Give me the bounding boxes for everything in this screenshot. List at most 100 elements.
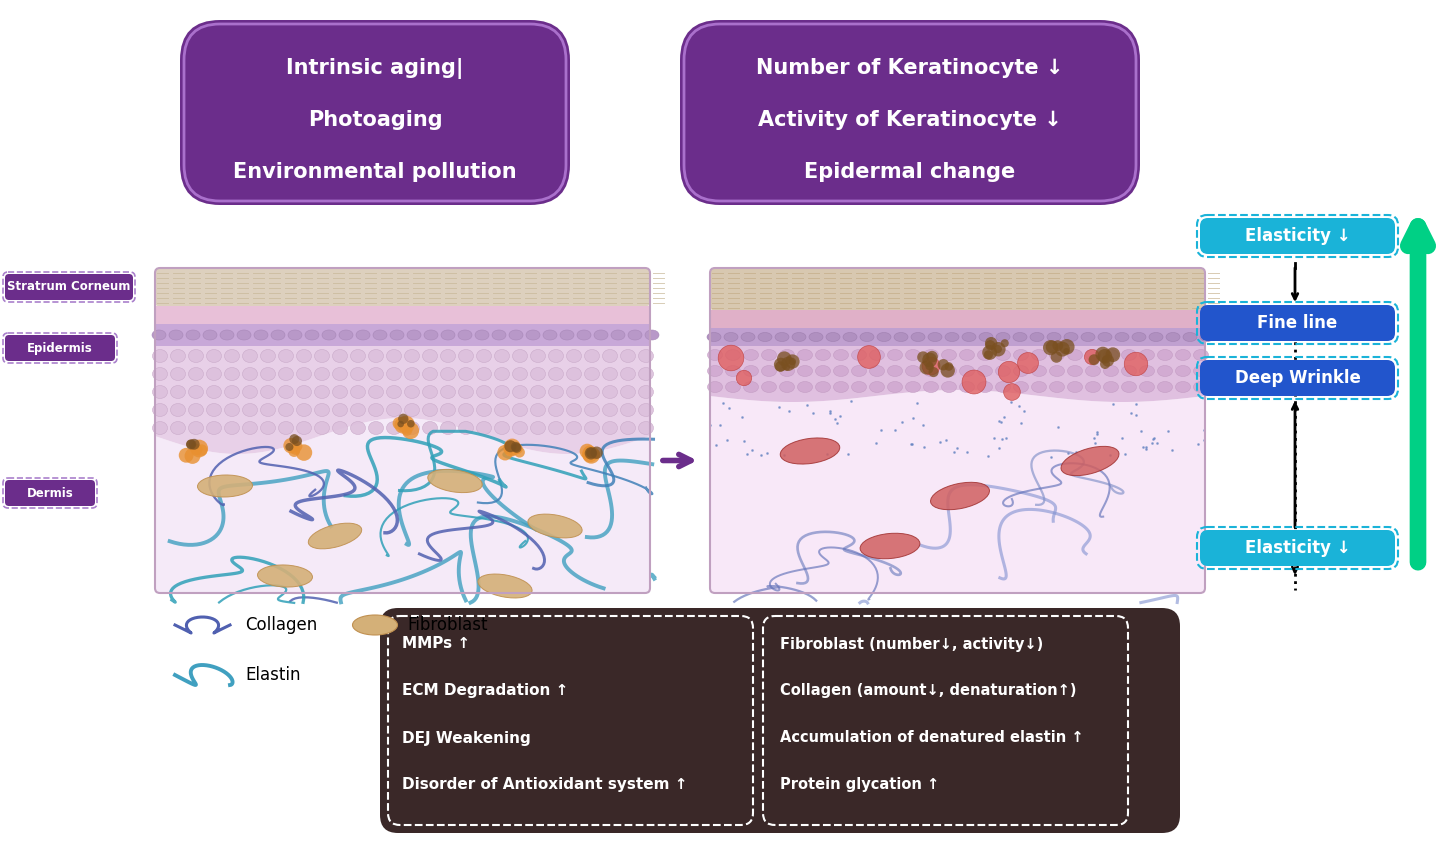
- Circle shape: [1043, 340, 1058, 355]
- Text: Photoaging: Photoaging: [307, 110, 442, 130]
- Ellipse shape: [422, 367, 438, 381]
- Ellipse shape: [1149, 332, 1163, 342]
- Ellipse shape: [350, 349, 366, 362]
- Ellipse shape: [708, 366, 722, 377]
- Ellipse shape: [577, 330, 592, 340]
- Ellipse shape: [761, 366, 777, 377]
- Ellipse shape: [797, 382, 813, 393]
- Ellipse shape: [260, 404, 276, 416]
- Circle shape: [504, 440, 517, 452]
- Ellipse shape: [1047, 332, 1061, 342]
- Circle shape: [178, 448, 194, 462]
- Ellipse shape: [1050, 366, 1064, 377]
- Ellipse shape: [816, 349, 830, 360]
- Ellipse shape: [279, 349, 293, 362]
- Ellipse shape: [171, 349, 185, 362]
- Circle shape: [1053, 340, 1063, 351]
- Circle shape: [922, 357, 941, 375]
- Ellipse shape: [309, 523, 362, 549]
- FancyBboxPatch shape: [4, 480, 95, 506]
- Text: Accumulation of denatured elastin ↑: Accumulation of denatured elastin ↑: [780, 730, 1084, 745]
- Ellipse shape: [530, 386, 546, 399]
- Ellipse shape: [1132, 332, 1146, 342]
- Ellipse shape: [1061, 446, 1119, 476]
- Ellipse shape: [1081, 332, 1096, 342]
- Ellipse shape: [1064, 332, 1078, 342]
- Ellipse shape: [833, 382, 849, 393]
- Ellipse shape: [1014, 366, 1028, 377]
- Ellipse shape: [513, 422, 527, 434]
- Circle shape: [292, 436, 302, 446]
- Ellipse shape: [1086, 366, 1100, 377]
- Ellipse shape: [895, 332, 908, 342]
- Ellipse shape: [566, 404, 582, 416]
- Ellipse shape: [333, 404, 348, 416]
- Circle shape: [925, 362, 933, 371]
- Ellipse shape: [279, 404, 293, 416]
- Ellipse shape: [584, 404, 599, 416]
- Text: Elastin: Elastin: [246, 666, 300, 684]
- Ellipse shape: [350, 367, 366, 381]
- Ellipse shape: [458, 386, 474, 399]
- Ellipse shape: [350, 386, 366, 399]
- Ellipse shape: [725, 349, 741, 360]
- FancyBboxPatch shape: [1200, 530, 1394, 566]
- Ellipse shape: [257, 565, 313, 587]
- Ellipse shape: [422, 386, 438, 399]
- Ellipse shape: [441, 386, 455, 399]
- Ellipse shape: [1176, 382, 1190, 393]
- Ellipse shape: [207, 422, 221, 434]
- Ellipse shape: [1140, 366, 1155, 377]
- Ellipse shape: [243, 386, 257, 399]
- Circle shape: [289, 434, 299, 444]
- Ellipse shape: [369, 422, 383, 434]
- Text: DEJ Weakening: DEJ Weakening: [402, 730, 531, 745]
- Ellipse shape: [962, 332, 976, 342]
- Ellipse shape: [639, 422, 653, 434]
- FancyBboxPatch shape: [709, 268, 1205, 310]
- Circle shape: [788, 358, 796, 366]
- Ellipse shape: [741, 332, 755, 342]
- Circle shape: [982, 345, 997, 360]
- Ellipse shape: [369, 349, 383, 362]
- Ellipse shape: [224, 367, 240, 381]
- Text: Fine line: Fine line: [1258, 314, 1337, 332]
- Ellipse shape: [314, 422, 329, 434]
- Circle shape: [775, 361, 785, 371]
- Ellipse shape: [296, 367, 312, 381]
- Ellipse shape: [441, 349, 455, 362]
- Ellipse shape: [959, 366, 975, 377]
- Circle shape: [938, 359, 949, 371]
- Ellipse shape: [494, 349, 510, 362]
- Circle shape: [580, 444, 595, 459]
- Ellipse shape: [708, 349, 722, 360]
- Ellipse shape: [1193, 349, 1209, 360]
- Ellipse shape: [458, 349, 474, 362]
- Circle shape: [984, 350, 992, 360]
- Ellipse shape: [314, 404, 329, 416]
- Ellipse shape: [207, 349, 221, 362]
- Ellipse shape: [1086, 349, 1100, 360]
- Ellipse shape: [780, 349, 794, 360]
- Ellipse shape: [243, 422, 257, 434]
- Text: Deep Wrinkle: Deep Wrinkle: [1235, 369, 1360, 387]
- Ellipse shape: [386, 367, 402, 381]
- Ellipse shape: [422, 422, 438, 434]
- Circle shape: [1100, 359, 1110, 369]
- Ellipse shape: [279, 422, 293, 434]
- Ellipse shape: [870, 349, 885, 360]
- Ellipse shape: [508, 330, 523, 340]
- Ellipse shape: [979, 332, 994, 342]
- FancyBboxPatch shape: [4, 335, 115, 361]
- Ellipse shape: [793, 332, 806, 342]
- Ellipse shape: [271, 330, 284, 340]
- Text: ECM Degradation ↑: ECM Degradation ↑: [402, 683, 569, 699]
- Ellipse shape: [405, 367, 419, 381]
- Ellipse shape: [603, 422, 617, 434]
- Ellipse shape: [1086, 382, 1100, 393]
- FancyBboxPatch shape: [709, 310, 1205, 328]
- Ellipse shape: [906, 382, 920, 393]
- Ellipse shape: [860, 332, 875, 342]
- Ellipse shape: [152, 330, 167, 340]
- Ellipse shape: [978, 382, 992, 393]
